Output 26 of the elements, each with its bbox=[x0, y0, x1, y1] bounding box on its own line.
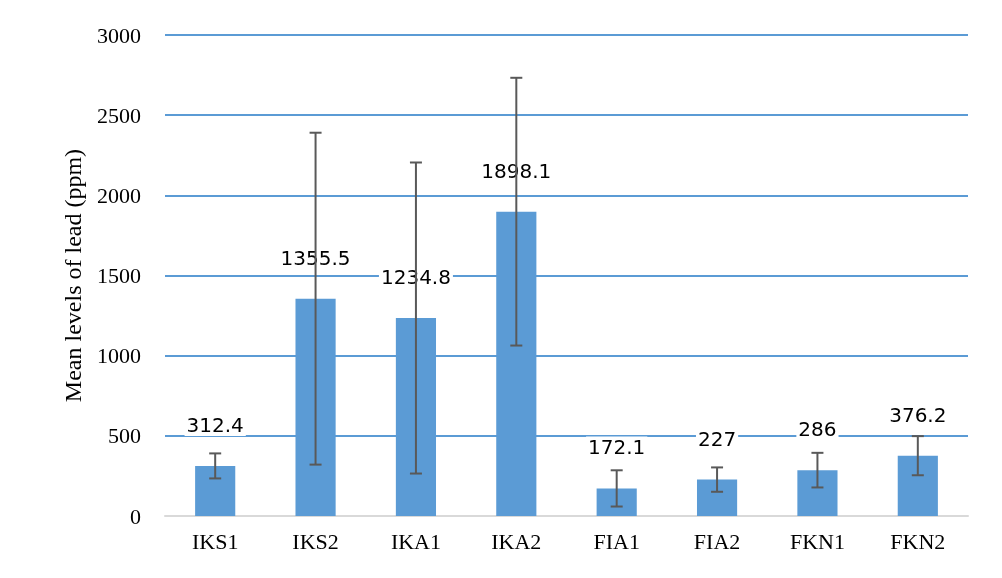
x-tick-label: FIA1 bbox=[593, 528, 640, 554]
x-tick-label: FKN2 bbox=[890, 528, 946, 554]
x-tick-label: FKN1 bbox=[789, 528, 845, 554]
bar bbox=[596, 488, 637, 516]
x-tick-label: IKA1 bbox=[390, 528, 441, 554]
bar bbox=[195, 465, 236, 516]
y-tick-label: 3000 bbox=[97, 22, 141, 48]
bar bbox=[897, 455, 938, 516]
y-tick-label: 2500 bbox=[97, 102, 141, 128]
x-tick-label: FIA2 bbox=[693, 528, 741, 554]
x-tick-label: IKS1 bbox=[191, 528, 239, 554]
x-tick-label: IKS2 bbox=[292, 528, 339, 554]
data-label: 227 bbox=[697, 426, 737, 451]
bar bbox=[797, 470, 838, 516]
data-label: 312.4 bbox=[186, 412, 244, 437]
y-tick-label: 1000 bbox=[97, 343, 141, 369]
y-axis-title: Mean levels of lead (ppm) bbox=[60, 148, 86, 403]
data-label: 172.1 bbox=[588, 435, 646, 460]
y-tick-label: 500 bbox=[108, 423, 141, 449]
y-tick-label: 2000 bbox=[97, 182, 141, 208]
data-label: 376.2 bbox=[889, 402, 947, 427]
y-tick-label: 0 bbox=[130, 503, 141, 529]
y-tick-label: 1500 bbox=[97, 263, 141, 288]
x-tick-label: IKA2 bbox=[491, 528, 542, 554]
bar bbox=[696, 479, 738, 516]
data-label: 286 bbox=[798, 417, 837, 442]
